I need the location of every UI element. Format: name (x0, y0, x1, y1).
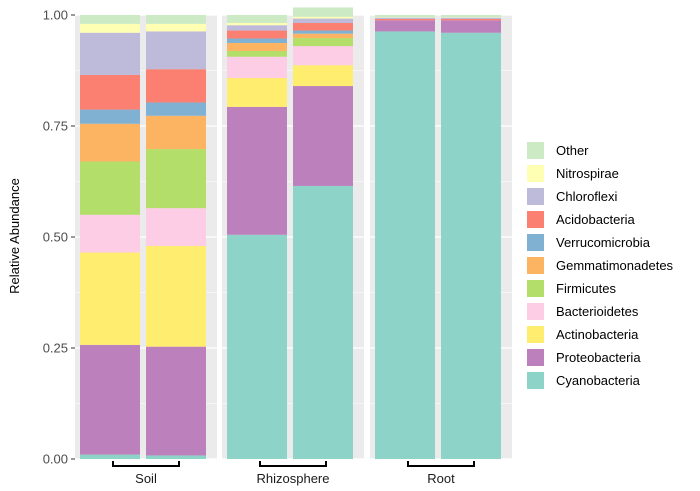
legend-label-proteobacteria: Proteobacteria (556, 350, 641, 365)
legend: Other Nitrospirae Chloroflexi Acidobacteria… (527, 142, 674, 389)
bar-segment-bacterioidetes-soil-1 (80, 214, 140, 253)
legend-key-proteobacteria (527, 349, 544, 366)
bar-segment-firmicutes-soil-2 (146, 149, 206, 209)
bar-segment-cyanobacteria-root-2 (441, 32, 501, 459)
bar-segment-gemmatimonadetes-soil-1 (80, 123, 140, 162)
legend-label-other: Other (556, 143, 589, 158)
facet-bracket-root (407, 461, 475, 467)
bar-segment-proteobacteria-root-2 (441, 20, 501, 33)
y-tick-label: 0.75 (43, 119, 68, 134)
bar-segment-cyanobacteria-soil-1 (80, 454, 140, 459)
bar-segment-chloroflexi-root-1 (375, 17, 435, 19)
bar-segment-firmicutes-soil-1 (80, 161, 140, 215)
bar-segment-proteobacteria-rhizosphere-1 (227, 106, 287, 235)
bar-segment-gemmatimonadetes-soil-2 (146, 115, 206, 150)
bar-segment-nitrospirae-rhizosphere-2 (293, 16, 353, 19)
y-tick-label: 0.25 (43, 341, 68, 356)
bar-segment-other-root-1 (375, 15, 435, 18)
bar-segment-actinobacteria-soil-2 (146, 245, 206, 347)
bar-segment-proteobacteria-rhizosphere-2 (293, 86, 353, 186)
bar-segment-other-rhizosphere-1 (227, 15, 287, 23)
legend-key-other (527, 142, 544, 159)
bar-segment-verrucomicrobia-rhizosphere-2 (293, 30, 353, 34)
legend-key-gemmatimonadetes (527, 257, 544, 274)
legend-label-acidobacteria: Acidobacteria (556, 212, 636, 227)
bar-segments (80, 7, 501, 459)
bar-segment-acidobacteria-root-1 (375, 18, 435, 21)
legend-label-chloroflexi: Chloroflexi (556, 189, 618, 204)
bar-segment-gemmatimonadetes-rhizosphere-2 (293, 33, 353, 39)
y-axis: 0.00 0.25 0.50 0.75 1.00 (43, 8, 75, 467)
legend-label-bacterioidetes: Bacterioidetes (556, 304, 639, 319)
bar-segment-bacterioidetes-rhizosphere-2 (293, 46, 353, 66)
legend-label-nitrospirae: Nitrospirae (556, 166, 619, 181)
y-axis-title: Relative Abundance (7, 178, 22, 294)
bar-segment-cyanobacteria-rhizosphere-2 (293, 185, 353, 459)
bar-segment-verrucomicrobia-rhizosphere-1 (227, 38, 287, 43)
bar-segment-other-rhizosphere-2 (293, 7, 353, 17)
bar-segment-acidobacteria-soil-2 (146, 69, 206, 103)
bar-segment-bacterioidetes-rhizosphere-1 (227, 56, 287, 79)
legend-label-actinobacteria: Actinobacteria (556, 327, 639, 342)
bar-segment-chloroflexi-soil-2 (146, 31, 206, 70)
bar-segment-chloroflexi-root-2 (441, 17, 501, 19)
legend-key-bacterioidetes (527, 303, 544, 320)
bar-segment-proteobacteria-soil-2 (146, 346, 206, 456)
bar-segment-other-soil-1 (80, 15, 140, 24)
bar-segment-acidobacteria-soil-1 (80, 74, 140, 110)
facet-bracket-rhizosphere (259, 461, 327, 467)
bar-segment-actinobacteria-soil-1 (80, 252, 140, 345)
legend-key-actinobacteria (527, 326, 544, 343)
y-tick-label: 0.00 (43, 452, 68, 467)
bar-segment-chloroflexi-rhizosphere-2 (293, 18, 353, 23)
legend-label-verrucomicrobia: Verrucomicrobia (556, 235, 651, 250)
bar-segment-actinobacteria-rhizosphere-1 (227, 78, 287, 107)
legend-key-verrucomicrobia (527, 234, 544, 251)
bar-segment-cyanobacteria-soil-2 (146, 455, 206, 459)
bar-segment-actinobacteria-rhizosphere-2 (293, 65, 353, 87)
facet-bracket-soil (112, 461, 180, 467)
bar-segment-chloroflexi-soil-1 (80, 32, 140, 75)
bar-segment-proteobacteria-soil-1 (80, 344, 140, 455)
legend-label-gemmatimonadetes: Gemmatimonadetes (556, 258, 674, 273)
bar-segment-gemmatimonadetes-rhizosphere-1 (227, 42, 287, 51)
legend-key-acidobacteria (527, 211, 544, 228)
bar-segment-nitrospirae-rhizosphere-1 (227, 22, 287, 26)
facet-label-root: Root (427, 471, 455, 486)
bar-segment-nitrospirae-soil-2 (146, 23, 206, 32)
bar-segment-acidobacteria-root-2 (441, 18, 501, 21)
x-axis-labels: Soil Rhizosphere Root (112, 461, 475, 486)
legend-label-cyanobacteria: Cyanobacteria (556, 373, 641, 388)
bar-segment-chloroflexi-rhizosphere-1 (227, 25, 287, 31)
legend-key-cyanobacteria (527, 372, 544, 389)
facet-label-soil: Soil (135, 471, 157, 486)
bar-segment-firmicutes-rhizosphere-1 (227, 50, 287, 57)
bar-segment-firmicutes-rhizosphere-2 (293, 38, 353, 47)
bar-segment-cyanobacteria-rhizosphere-1 (227, 234, 287, 459)
facet-label-rhizosphere: Rhizosphere (257, 471, 330, 486)
bar-segment-verrucomicrobia-soil-2 (146, 102, 206, 116)
bar-segment-other-root-2 (441, 15, 501, 18)
bar-segment-proteobacteria-root-1 (375, 20, 435, 32)
y-tick-label: 1.00 (43, 8, 68, 23)
legend-key-firmicutes (527, 280, 544, 297)
y-tick-label: 0.50 (43, 230, 68, 245)
bar-segment-acidobacteria-rhizosphere-2 (293, 22, 353, 31)
legend-key-chloroflexi (527, 188, 544, 205)
bar-segment-other-soil-2 (146, 15, 206, 24)
bar-segment-verrucomicrobia-soil-1 (80, 109, 140, 124)
legend-key-nitrospirae (527, 165, 544, 182)
bar-segment-nitrospirae-soil-1 (80, 23, 140, 33)
legend-label-firmicutes: Firmicutes (556, 281, 616, 296)
bar-segment-acidobacteria-rhizosphere-1 (227, 30, 287, 39)
bar-segment-cyanobacteria-root-1 (375, 31, 435, 459)
bar-segment-bacterioidetes-soil-2 (146, 208, 206, 246)
